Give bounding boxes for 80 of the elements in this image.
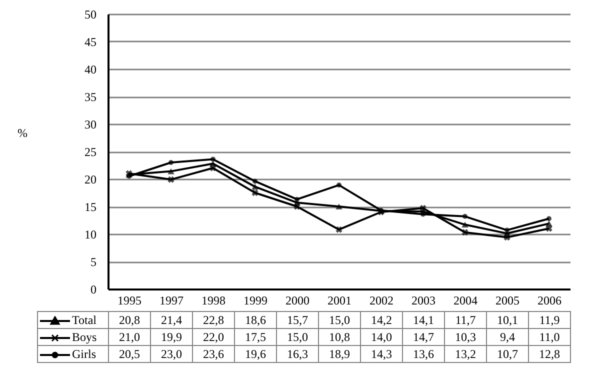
y-tick-label: 30: [84, 118, 96, 132]
y-tick-label: 5: [90, 255, 96, 269]
y-axis-title: %: [18, 126, 28, 140]
x-tick-label: 2002: [370, 294, 394, 308]
point: [252, 184, 258, 190]
point: [462, 214, 468, 219]
point: [168, 176, 174, 183]
data-label: 14,3: [360, 346, 402, 362]
y-tick-label: 0: [90, 282, 96, 296]
point: [336, 182, 342, 188]
point: [336, 226, 342, 233]
x-tick-label: 2006: [538, 294, 562, 308]
y-tick-label: 40: [84, 62, 96, 76]
x-tick-label: 2005: [496, 294, 520, 308]
x-tick-label: 1999: [244, 294, 268, 308]
point: [546, 216, 552, 222]
data-label: 22,8: [192, 312, 234, 328]
data-label: 19,6: [234, 346, 276, 362]
point: [462, 222, 468, 228]
point: [336, 204, 342, 210]
point: [210, 156, 216, 162]
data-label: 11,7: [444, 312, 486, 328]
y-tick-label: 15: [84, 200, 96, 214]
point: [462, 229, 468, 236]
data-label: 10,8: [318, 328, 360, 346]
point: [168, 160, 174, 165]
y-tick-label: 10: [84, 228, 96, 242]
data-label: 23,0: [150, 346, 192, 362]
y-tick-label: 50: [84, 8, 96, 22]
point: [504, 228, 510, 233]
data-label: 21,0: [108, 328, 150, 346]
data-label: 18,9: [318, 346, 360, 362]
y-tick-label: 25: [84, 145, 96, 159]
data-label: 23,6: [192, 346, 234, 362]
data-label: 15,0: [276, 328, 318, 346]
data-label: 10,1: [486, 312, 528, 328]
point: [168, 168, 174, 174]
point: [504, 234, 510, 241]
data-label: 20,8: [108, 312, 150, 328]
x-tick-label: 1997: [160, 294, 184, 308]
data-label: 18,6: [234, 312, 276, 328]
data-label: 14,1: [402, 312, 444, 328]
data-label: 9,4: [486, 328, 528, 346]
data-label: 14,0: [360, 328, 402, 346]
data-label: 13,6: [402, 346, 444, 362]
x-tick-label: 1995: [118, 294, 142, 308]
data-label: 19,9: [150, 328, 192, 346]
point: [210, 164, 216, 172]
point: [420, 204, 426, 212]
legend-label: Boys: [72, 330, 97, 344]
data-label: 11,9: [528, 312, 570, 328]
x-tick-label: 2001: [328, 294, 352, 308]
point: [546, 225, 552, 232]
y-tick-label: 35: [84, 90, 96, 104]
data-label: 20,5: [108, 346, 150, 362]
data-label: 22,0: [192, 328, 234, 346]
x-tick-label: 2000: [286, 294, 310, 308]
data-label: 16,3: [276, 346, 318, 362]
point: [294, 196, 300, 202]
x-tick-label: 1998: [202, 294, 226, 308]
data-label: 12,8: [528, 346, 570, 362]
point: [294, 203, 300, 210]
data-label: 14,2: [360, 312, 402, 328]
legend-label: Total: [72, 312, 96, 326]
point: [252, 178, 258, 184]
data-label: 21,4: [150, 312, 192, 328]
data-label: 11,0: [528, 328, 570, 346]
data-label: 14,7: [402, 328, 444, 346]
point: [252, 189, 258, 196]
data-label: 15,7: [276, 312, 318, 328]
legend-label: Girls: [72, 346, 96, 360]
data-label: 10,7: [486, 346, 528, 362]
x-tick-label: 2004: [454, 294, 478, 308]
y-tick-label: 20: [84, 172, 96, 186]
data-label: 15,0: [318, 312, 360, 328]
data-label: 13,2: [444, 346, 486, 362]
data-label: 10,3: [444, 328, 486, 346]
x-tick-label: 2003: [412, 294, 436, 308]
data-label: 17,5: [234, 328, 276, 346]
y-tick-label: 45: [84, 35, 96, 49]
